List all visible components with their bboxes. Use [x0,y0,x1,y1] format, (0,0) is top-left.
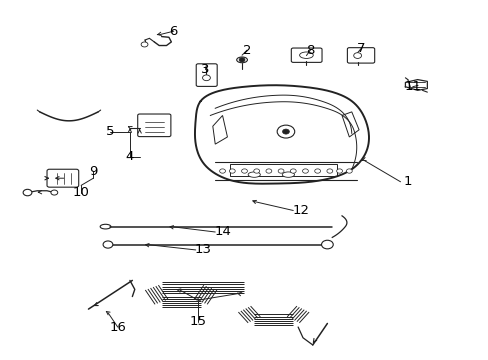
Text: 4: 4 [125,150,134,163]
FancyBboxPatch shape [346,48,374,63]
Circle shape [239,58,244,62]
Circle shape [277,125,294,138]
Text: 7: 7 [357,41,365,54]
Polygon shape [341,112,358,137]
Circle shape [346,169,351,173]
Text: 14: 14 [214,225,230,238]
Circle shape [241,169,247,173]
Circle shape [23,189,32,196]
Circle shape [282,129,289,134]
Bar [229,164,336,176]
Text: 12: 12 [291,204,308,217]
Circle shape [290,169,296,173]
Circle shape [253,169,259,173]
Circle shape [314,169,320,173]
Circle shape [353,53,361,58]
Text: 2: 2 [242,44,251,57]
Circle shape [219,169,225,173]
Circle shape [321,240,332,249]
Text: 5: 5 [106,125,114,138]
FancyBboxPatch shape [291,48,322,62]
FancyBboxPatch shape [196,64,217,86]
Circle shape [141,42,148,47]
Text: 6: 6 [169,25,178,38]
Circle shape [229,169,235,173]
Text: 9: 9 [89,165,97,177]
Ellipse shape [282,172,294,177]
Circle shape [326,169,332,173]
Ellipse shape [100,224,111,229]
Circle shape [336,169,342,173]
Circle shape [278,169,284,173]
Text: 8: 8 [305,44,314,57]
Circle shape [103,241,113,248]
Text: 15: 15 [189,315,206,328]
Circle shape [265,169,271,173]
FancyBboxPatch shape [138,114,170,136]
Text: 13: 13 [194,243,211,256]
FancyBboxPatch shape [47,169,79,187]
Text: 16: 16 [109,320,126,333]
Text: 3: 3 [201,63,209,76]
Ellipse shape [299,52,313,58]
Circle shape [202,75,210,81]
Ellipse shape [247,172,260,177]
Circle shape [51,190,58,195]
Polygon shape [212,116,227,144]
Text: 1: 1 [403,175,411,188]
Ellipse shape [236,57,247,63]
Circle shape [302,169,308,173]
Text: 11: 11 [404,80,420,93]
Text: 10: 10 [73,186,89,199]
